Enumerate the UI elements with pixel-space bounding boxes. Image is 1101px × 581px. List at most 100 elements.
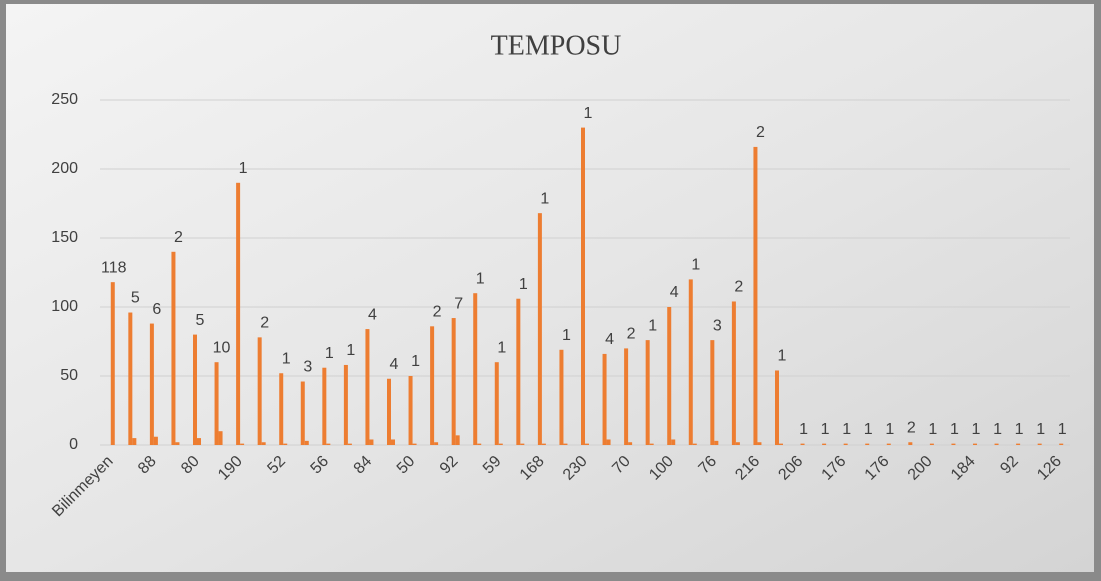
bar — [279, 373, 284, 445]
data-label: 1 — [864, 421, 873, 438]
bar — [412, 443, 417, 445]
y-tick-label: 0 — [69, 436, 78, 453]
bar — [343, 364, 348, 445]
chart-background — [6, 4, 1094, 572]
bar — [628, 442, 633, 445]
y-tick-label: 250 — [51, 91, 78, 108]
bar — [735, 442, 740, 445]
bar — [347, 443, 352, 445]
bar — [110, 282, 115, 445]
bar — [218, 431, 223, 445]
data-label: 1 — [1058, 421, 1067, 438]
bar — [688, 279, 693, 445]
data-label: 118 — [101, 259, 127, 276]
bar — [714, 440, 719, 445]
bar — [451, 318, 456, 445]
bar — [240, 443, 245, 445]
bar — [994, 443, 999, 445]
bar — [132, 438, 137, 445]
bar — [757, 442, 762, 445]
data-label: 1 — [1036, 421, 1045, 438]
data-label: 2 — [756, 124, 765, 141]
bar — [865, 443, 870, 445]
data-label: 5 — [196, 312, 205, 329]
bar — [822, 443, 827, 445]
bar — [455, 435, 460, 445]
bar — [581, 127, 585, 445]
bar — [843, 443, 848, 445]
bar — [731, 301, 736, 445]
data-label: 1 — [476, 270, 485, 287]
bar — [214, 362, 219, 445]
bar — [753, 146, 758, 446]
data-label: 4 — [368, 306, 377, 323]
data-label: 3 — [713, 317, 722, 334]
data-label: 2 — [627, 326, 636, 343]
data-label: 1 — [497, 339, 506, 356]
data-label: 1 — [648, 317, 657, 334]
data-label: 1 — [346, 342, 355, 359]
data-label: 1 — [411, 353, 420, 370]
data-label: 1 — [842, 421, 851, 438]
bar — [257, 337, 262, 445]
bar — [434, 442, 439, 445]
bar — [710, 340, 715, 445]
data-label: 2 — [433, 304, 442, 321]
bar — [585, 443, 589, 445]
bar — [1016, 443, 1021, 445]
bar — [667, 307, 672, 445]
bar — [973, 443, 977, 445]
bar — [283, 443, 288, 445]
bar — [559, 349, 564, 445]
bar — [606, 439, 611, 445]
bar — [645, 340, 650, 445]
bar — [326, 443, 331, 445]
bar — [149, 323, 154, 445]
bar — [886, 443, 891, 445]
bar — [236, 182, 241, 446]
bar — [494, 362, 499, 445]
data-label: 2 — [174, 229, 183, 246]
data-label: 1 — [928, 421, 937, 438]
bar — [408, 376, 413, 445]
bar — [171, 251, 176, 445]
bar — [951, 443, 956, 445]
data-label: 1 — [778, 348, 787, 365]
data-label: 1 — [972, 421, 981, 438]
bar — [369, 439, 374, 445]
data-label: 5 — [131, 290, 140, 307]
data-label: 2 — [907, 419, 916, 436]
bar — [649, 443, 654, 445]
data-label: 1 — [950, 421, 959, 438]
bar — [322, 367, 327, 445]
bar — [671, 439, 676, 445]
bar — [304, 440, 309, 445]
bar — [563, 443, 568, 445]
data-label: 10 — [213, 339, 231, 356]
bar — [537, 213, 542, 445]
bar — [387, 378, 391, 445]
bar — [602, 353, 607, 445]
data-label: 4 — [605, 331, 614, 348]
data-label: 1 — [519, 276, 528, 293]
data-label: 7 — [454, 295, 463, 312]
data-label: 1 — [282, 350, 291, 367]
data-label: 1 — [691, 257, 700, 274]
y-tick-label: 50 — [60, 367, 78, 384]
data-label: 1 — [1015, 421, 1024, 438]
data-label: 4 — [390, 356, 399, 373]
bar — [498, 443, 503, 445]
y-tick-label: 150 — [51, 229, 78, 246]
data-label: 1 — [325, 345, 334, 362]
bar — [175, 442, 180, 445]
data-label: 1 — [821, 421, 830, 438]
bar — [692, 443, 697, 445]
bar — [391, 439, 395, 445]
bar — [261, 442, 266, 445]
y-tick-label: 200 — [51, 160, 78, 177]
bar — [365, 329, 370, 445]
data-label: 2 — [734, 279, 743, 296]
bar — [473, 293, 478, 445]
